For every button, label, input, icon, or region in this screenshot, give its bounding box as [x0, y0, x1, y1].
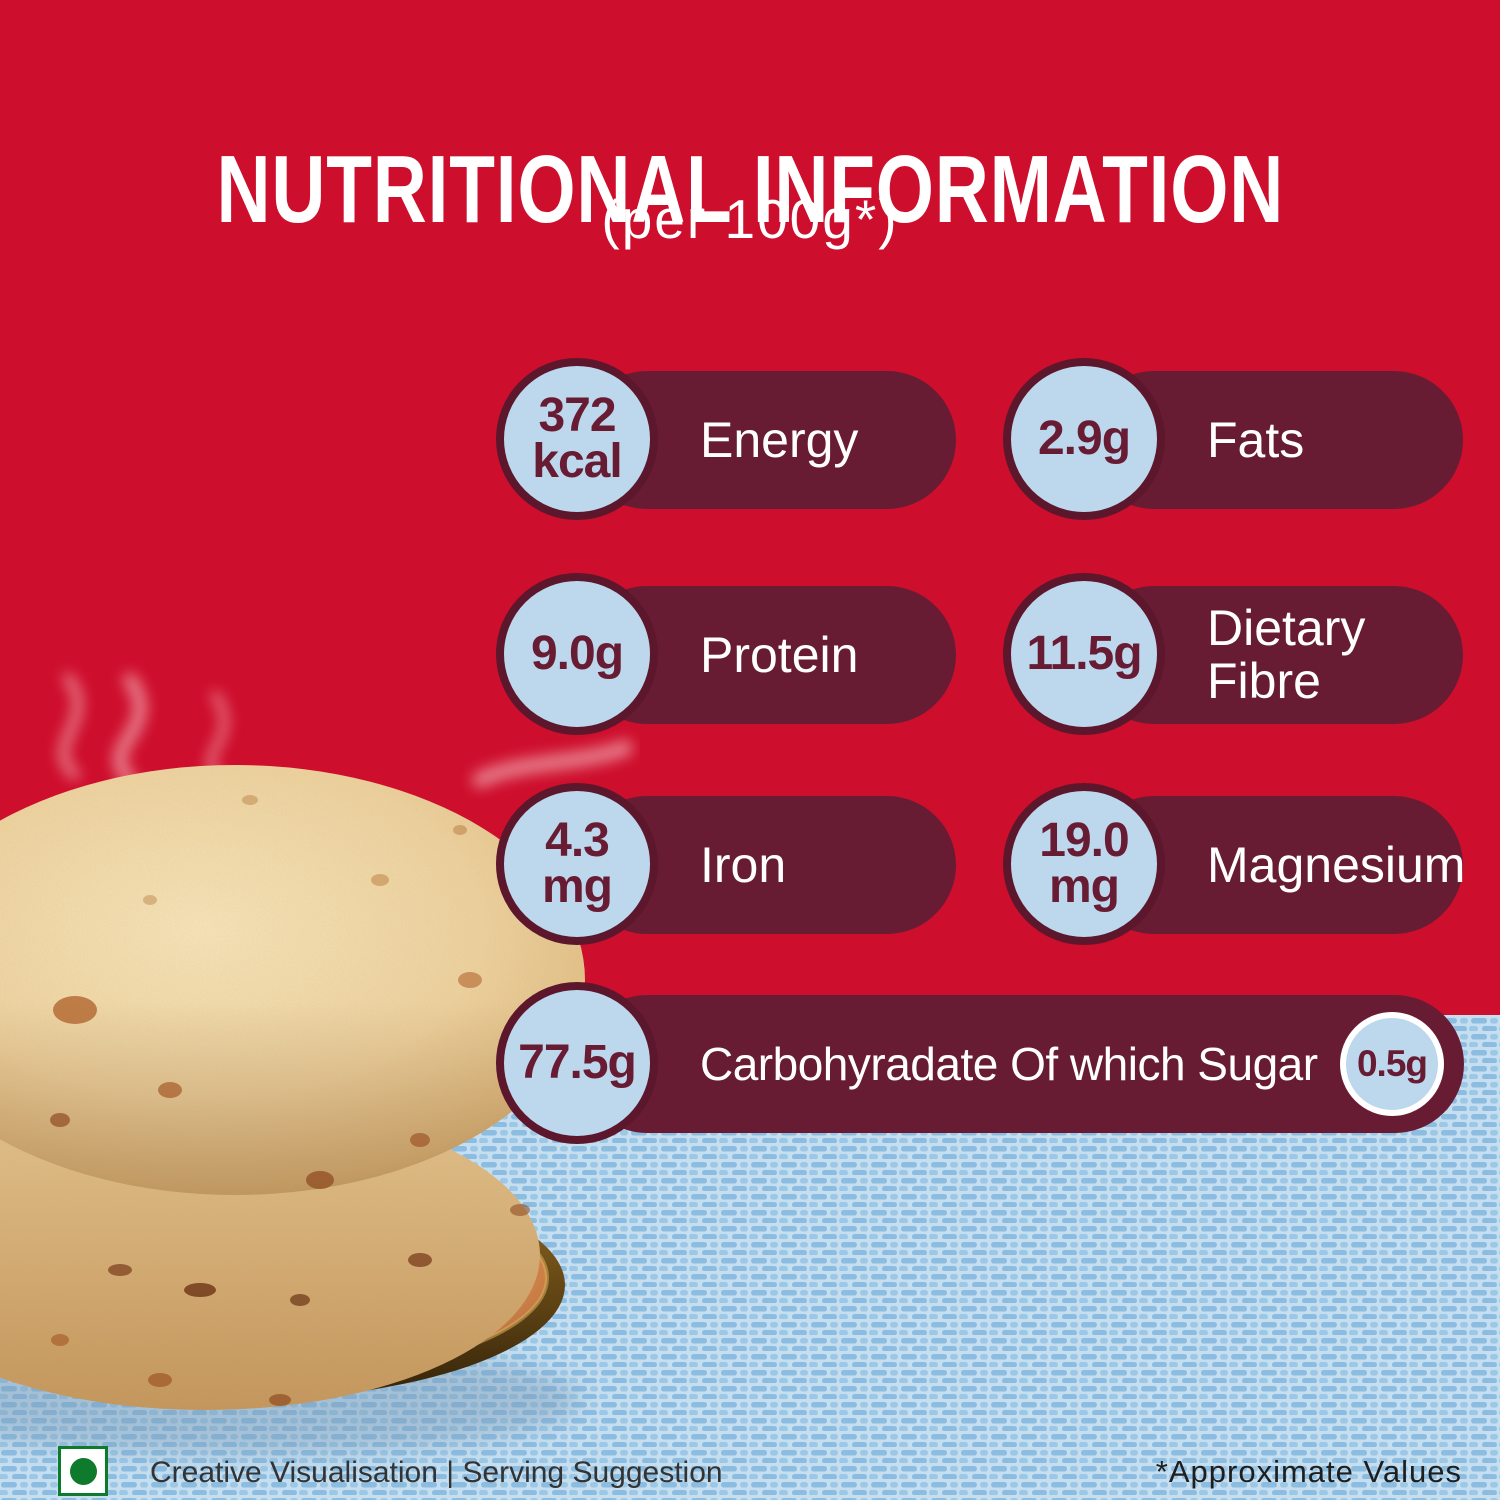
sugar-value-circle: 0.5g — [1340, 1012, 1444, 1116]
energy-unit: kcal — [532, 435, 622, 488]
fats-value: 2.9g — [1037, 412, 1131, 466]
carbohydrate-value: 77.5g — [518, 1036, 637, 1090]
fats-label: Fats — [1207, 411, 1305, 468]
protein-value: 9.0g — [530, 627, 624, 681]
energy-value: 372 — [538, 389, 616, 443]
page-title-text: NUTRITIONAL INFORMATION — [216, 136, 1284, 244]
dietary-fibre-value-circle: 11.5g — [1003, 573, 1165, 735]
carbohydrate-label: Carbohyradate Of which Sugar — [700, 1037, 1318, 1090]
iron-value: 4.3 — [545, 814, 610, 868]
veg-symbol — [58, 1446, 108, 1496]
iron-label: Iron — [700, 836, 787, 893]
energy-value-circle: 372 kcal — [496, 358, 658, 520]
dietary-fibre-value: 11.5g — [1026, 627, 1142, 681]
approximate-values-note: *Approximate Values — [1155, 1454, 1462, 1489]
magnesium-label: Magnesium — [1207, 836, 1466, 893]
iron-unit: mg — [542, 860, 613, 913]
disclaimer-text: Creative Visualisation | Serving Suggest… — [150, 1456, 723, 1489]
protein-label: Protein — [700, 626, 859, 683]
dietary-fibre-label: Dietary Fibre — [1207, 600, 1366, 709]
magnesium-unit: mg — [1049, 860, 1120, 913]
chapati-photo — [0, 673, 633, 1455]
serving-size-note: (per 100g*) — [601, 188, 899, 250]
carbohydrate-pill: Carbohyradate Of which Sugar 0.5g — [578, 995, 1464, 1133]
toast-spots — [50, 795, 554, 1406]
magnesium-value-circle: 19.0 mg — [1003, 783, 1165, 945]
carbohydrate-value-circle: 77.5g — [496, 982, 658, 1144]
protein-value-circle: 9.0g — [496, 573, 658, 735]
fats-value-circle: 2.9g — [1003, 358, 1165, 520]
magnesium-value: 19.0 — [1039, 814, 1129, 868]
sugar-value: 0.5g — [1356, 1043, 1428, 1085]
veg-dot-icon — [69, 1457, 97, 1485]
iron-value-circle: 4.3 mg — [496, 783, 658, 945]
page-title: NUTRITIONAL INFORMATION — [0, 142, 1500, 238]
energy-label: Energy — [700, 411, 859, 468]
